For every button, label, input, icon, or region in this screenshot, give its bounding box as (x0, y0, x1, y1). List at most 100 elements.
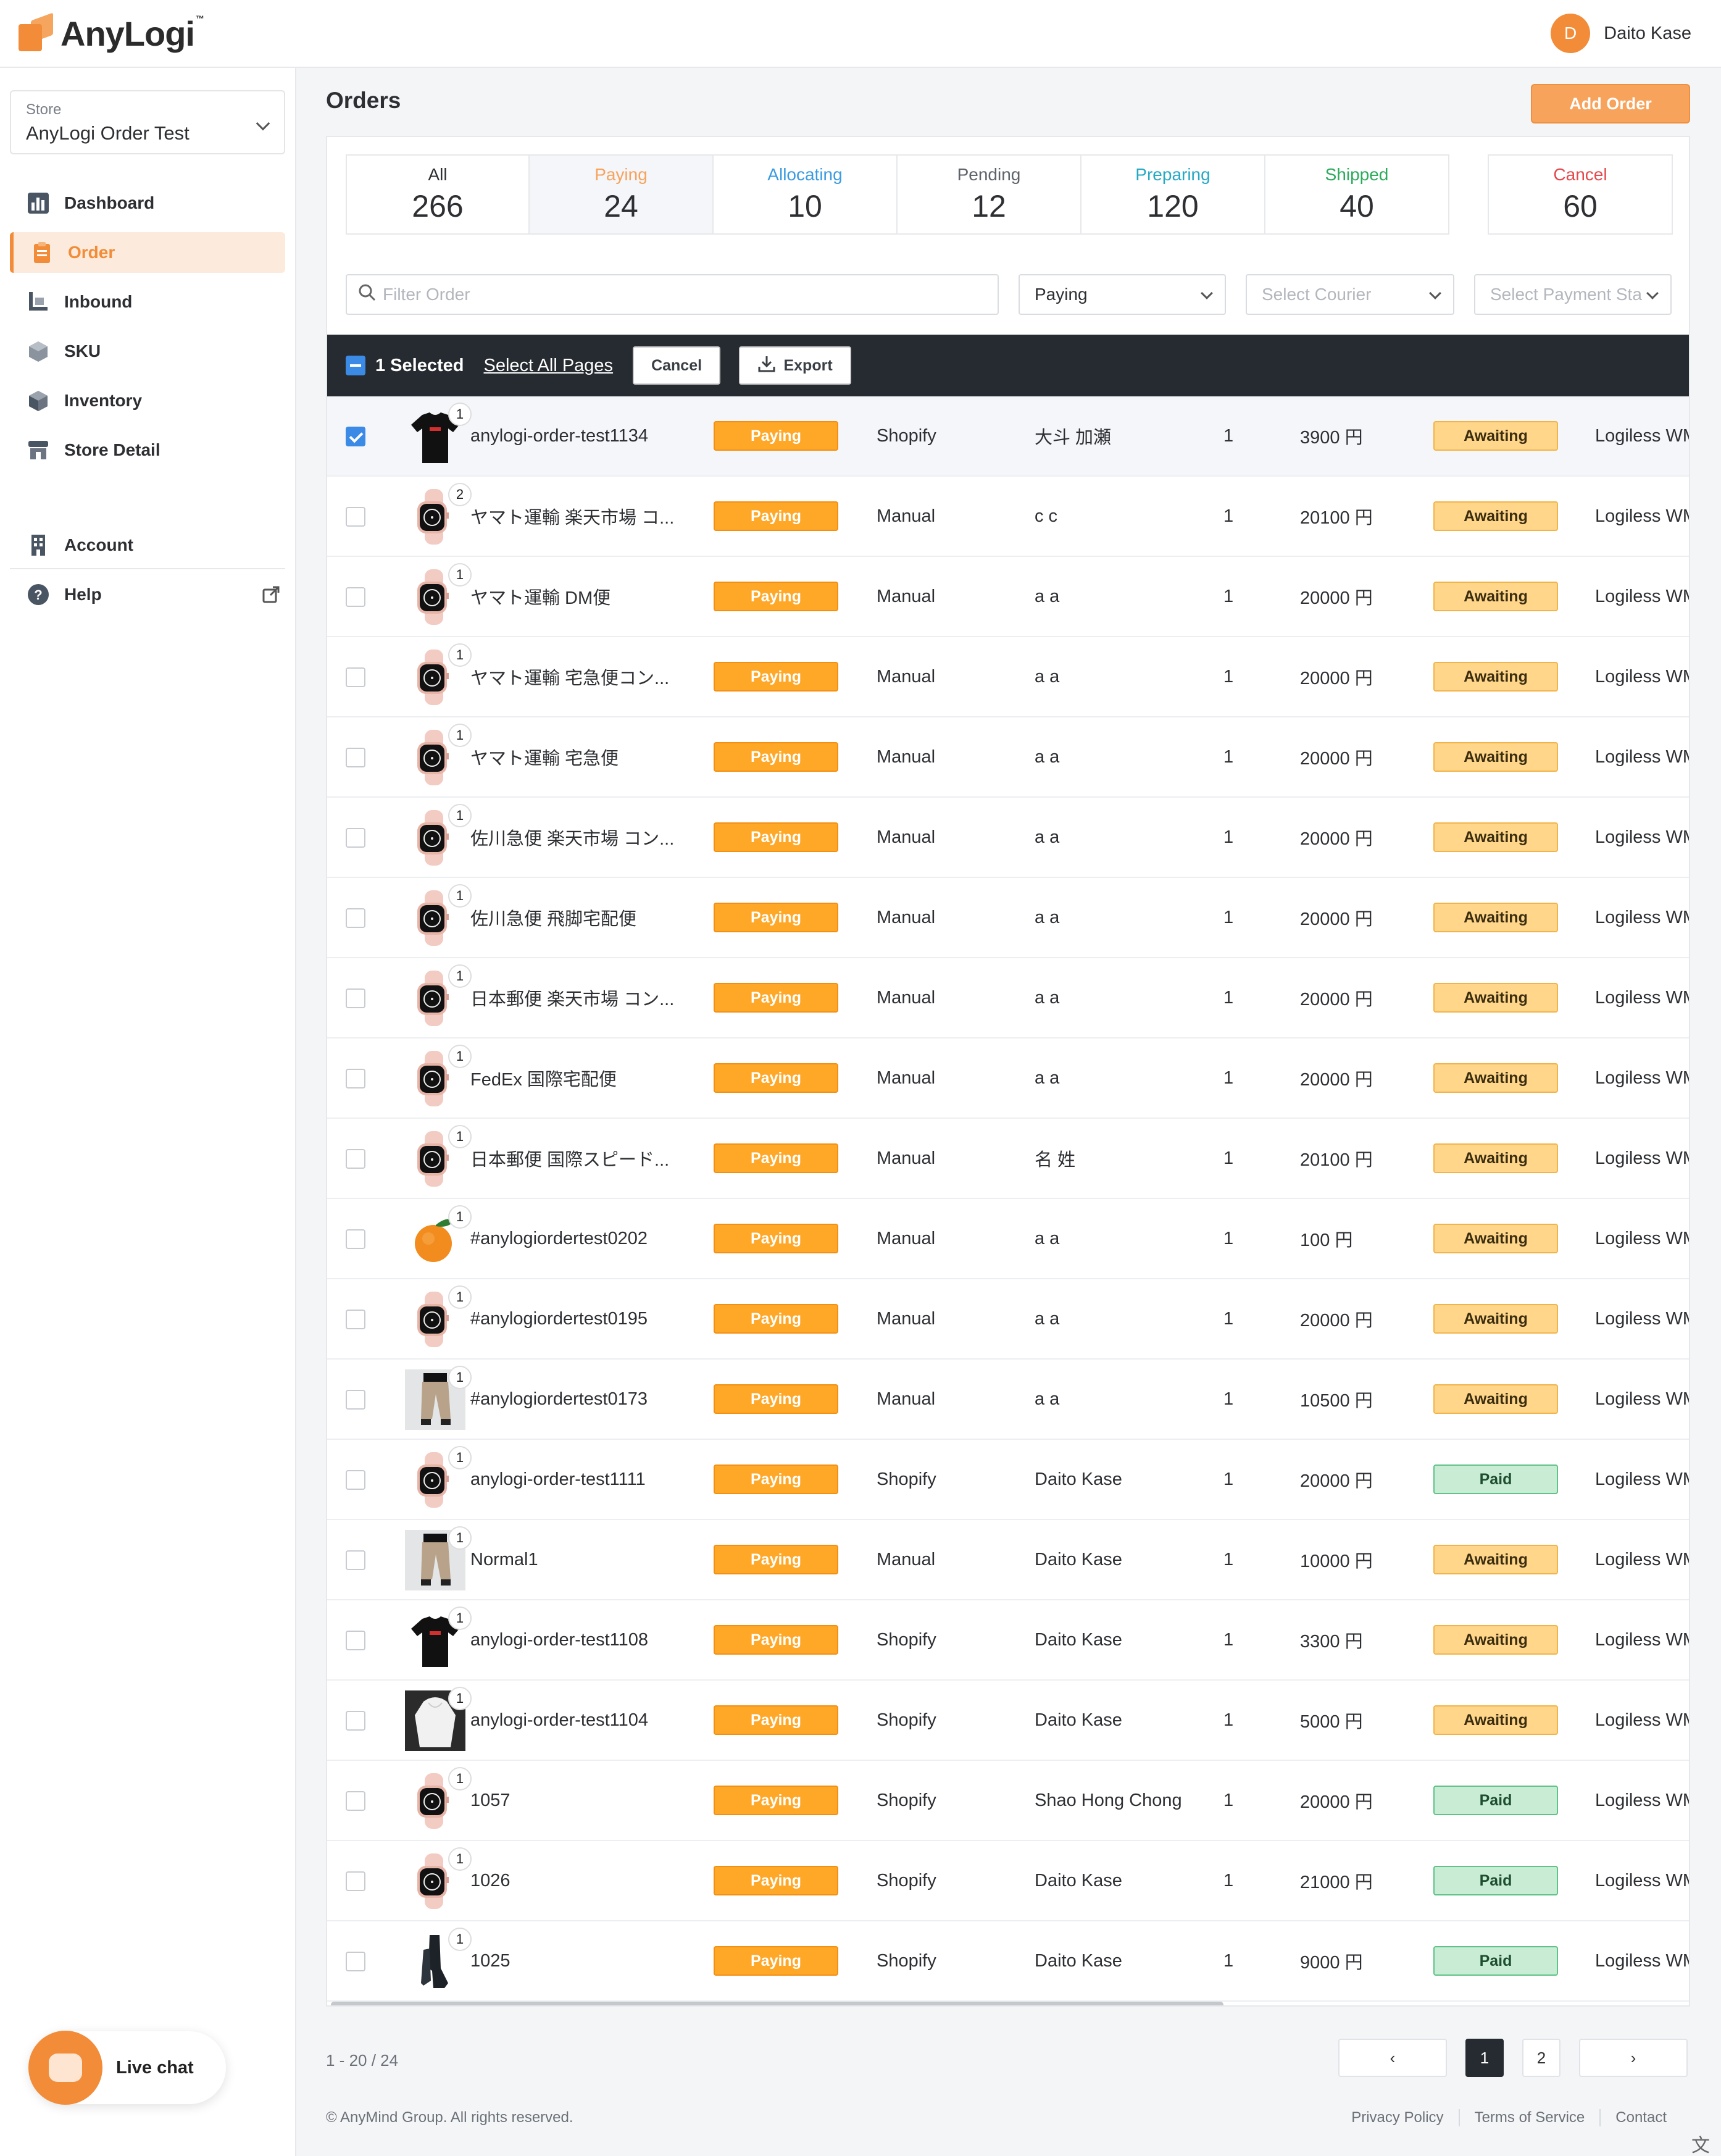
tab-preparing[interactable]: Preparing 120 (1081, 154, 1265, 235)
order-id-link[interactable]: ヤマト運輸 DM便 (470, 588, 611, 608)
table-row[interactable]: 1 日本郵便 楽天市場 コン... Paying Manual a a 1 20000 円 A… (327, 958, 1689, 1038)
sidebar-item-inventory[interactable]: Inventory (10, 380, 285, 421)
tab-shipped[interactable]: Shipped 40 (1265, 154, 1449, 235)
sidebar-item-order[interactable]: Order (10, 232, 285, 273)
search-input[interactable]: Filter Order (346, 274, 999, 315)
row-checkbox[interactable] (346, 427, 365, 446)
row-checkbox[interactable] (346, 1390, 365, 1410)
row-checkbox[interactable] (346, 1631, 365, 1650)
contact-link[interactable]: Contact (1599, 2109, 1681, 2126)
table-row[interactable]: 1 anylogi-order-test1108 Paying Shopify Dait… (327, 1600, 1689, 1681)
order-id-link[interactable]: FedEx 国際宅配便 (470, 1070, 617, 1090)
select-all-pages-link[interactable]: Select All Pages (483, 355, 614, 375)
row-checkbox[interactable] (346, 1871, 365, 1891)
tab-pending[interactable]: Pending 12 (898, 154, 1081, 235)
tab-all[interactable]: All 266 (346, 154, 530, 235)
order-id-link[interactable]: 佐川急便 飛脚宅配便 (470, 909, 637, 929)
order-id-link[interactable]: Normal1 (470, 1549, 538, 1569)
tab-paying[interactable]: Paying 24 (530, 154, 714, 235)
row-checkbox[interactable] (346, 988, 365, 1008)
order-id-link[interactable]: 1025 (470, 1950, 510, 1971)
user-menu[interactable]: D Daito Kase (1551, 14, 1691, 53)
order-id-link[interactable]: 1026 (470, 1870, 510, 1891)
table-row[interactable]: 1 FedEx 国際宅配便 Paying Manual a a 1 20000 円 Await… (327, 1038, 1689, 1119)
order-id-link[interactable]: anylogi-order-test1108 (470, 1629, 649, 1650)
select-all-checkbox[interactable] (346, 356, 365, 375)
row-checkbox[interactable] (346, 1149, 365, 1169)
table-row[interactable]: 1 anylogi-order-test1134 Paying Shopify 大斗 加… (327, 396, 1689, 477)
courier-select[interactable]: Select Courier (1246, 274, 1454, 315)
table-row[interactable]: 1 anylogi-order-test1104 Paying Shopify Dait… (327, 1681, 1689, 1761)
sidebar-item-inbound[interactable]: Inbound (10, 282, 285, 322)
row-checkbox[interactable] (346, 1470, 365, 1490)
table-row[interactable]: 1 1025 Paying Shopify Daito Kase 1 9000 円 Paid L… (327, 1921, 1689, 2002)
row-checkbox[interactable] (346, 667, 365, 687)
next-page-button[interactable]: › (1579, 2039, 1688, 2077)
sidebar-item-store-detail[interactable]: Store Detail (10, 430, 285, 470)
row-checkbox[interactable] (346, 908, 365, 928)
table-row[interactable]: 1 ヤマト運輸 DM便 Paying Manual a a 1 20000 円 Awaitin… (327, 557, 1689, 637)
add-order-button[interactable]: Add Order (1531, 84, 1690, 123)
order-id-link[interactable]: 日本郵便 楽天市場 コン... (470, 990, 675, 1009)
row-checkbox[interactable] (346, 1229, 365, 1249)
sidebar-item-dashboard[interactable]: Dashboard (10, 183, 285, 224)
order-id-link[interactable]: anylogi-order-test1104 (470, 1710, 649, 1730)
table-row[interactable]: 2 ヤマト運輸 楽天市場 コ... Paying Manual c c 1 20100 円 A… (327, 477, 1689, 557)
tab-allocating[interactable]: Allocating 10 (714, 154, 898, 235)
order-id-link[interactable]: anylogi-order-test1134 (470, 425, 649, 446)
order-id-link[interactable]: ヤマト運輸 宅急便コン... (470, 669, 670, 688)
row-checkbox[interactable] (346, 507, 365, 527)
page-2-button[interactable]: 2 (1522, 2039, 1561, 2077)
table-row[interactable]: 1 ヤマト運輸 宅急便コン... Paying Manual a a 1 20000 円 Aw… (327, 637, 1689, 717)
anylogi-logo[interactable]: AnyLogi ™ (19, 12, 204, 54)
sidebar-item-sku[interactable]: SKU (10, 331, 285, 372)
row-checkbox[interactable] (346, 1711, 365, 1731)
table-row[interactable]: 1 #anylogiordertest0202 Paying Manual a a 1 10… (327, 1199, 1689, 1279)
tab-cancel[interactable]: Cancel 60 (1488, 154, 1673, 235)
order-id-link[interactable]: #anylogiordertest0195 (470, 1308, 648, 1329)
export-button[interactable]: Export (739, 346, 852, 385)
order-id-link[interactable]: 日本郵便 国際スピード... (470, 1150, 670, 1170)
order-id-link[interactable]: 1057 (470, 1790, 510, 1810)
cancel-button[interactable]: Cancel (633, 346, 721, 385)
table-row[interactable]: 1 日本郵便 国際スピード... Paying Manual 名 姓 1 20100 円 Aw… (327, 1119, 1689, 1199)
store-select[interactable]: Store AnyLogi Order Test (10, 90, 285, 154)
row-checkbox[interactable] (346, 587, 365, 607)
row-checkbox[interactable] (346, 1069, 365, 1088)
payment-status-select[interactable]: Select Payment Sta (1474, 274, 1672, 315)
order-id-link[interactable]: #anylogiordertest0202 (470, 1228, 648, 1248)
live-chat-button[interactable]: Live chat (28, 2031, 226, 2105)
horizontal-scrollbar[interactable] (331, 2002, 1223, 2005)
table-row[interactable]: 1 佐川急便 飛脚宅配便 Paying Manual a a 1 20000 円 Awaiti… (327, 878, 1689, 958)
order-id-link[interactable]: #anylogiordertest0173 (470, 1389, 648, 1409)
sidebar-item-account[interactable]: Account (10, 525, 285, 566)
avatar[interactable]: D (1551, 14, 1591, 53)
table-row[interactable]: 1 #anylogiordertest0173 Paying Manual a a 1 10… (327, 1360, 1689, 1440)
table-row[interactable]: 1 1057 Paying Shopify Shao Hong Chong 1 20000 … (327, 1761, 1689, 1841)
row-checkbox[interactable] (346, 1952, 365, 1971)
status-select[interactable]: Paying (1019, 274, 1226, 315)
order-id-link[interactable]: ヤマト運輸 宅急便 (470, 749, 619, 769)
order-id-link[interactable]: ヤマト運輸 楽天市場 コ... (470, 508, 675, 528)
table-row[interactable]: 1 ヤマト運輸 宅急便 Paying Manual a a 1 20000 円 Awaitin… (327, 717, 1689, 798)
table-row[interactable]: 1 #anylogiordertest0195 Paying Manual a a 1 20… (327, 1279, 1689, 1360)
order-id-link[interactable]: 佐川急便 楽天市場 コン... (470, 829, 675, 849)
row-checkbox[interactable] (346, 1550, 365, 1570)
privacy-policy-link[interactable]: Privacy Policy (1351, 2109, 1444, 2126)
row-checkbox[interactable] (346, 748, 365, 767)
order-source: Manual (877, 1549, 936, 1569)
row-checkbox[interactable] (346, 1791, 365, 1811)
terms-of-service-link[interactable]: Terms of Service (1458, 2109, 1600, 2126)
user-name[interactable]: Daito Kase (1604, 23, 1691, 43)
row-checkbox[interactable] (346, 828, 365, 848)
order-id-link[interactable]: anylogi-order-test1111 (470, 1469, 646, 1489)
table-row[interactable]: 1 anylogi-order-test1111 Paying Shopify Dait… (327, 1440, 1689, 1520)
table-row[interactable]: 1 Normal1 Paying Manual Daito Kase 1 10000 円 Aw… (327, 1520, 1689, 1600)
translate-icon[interactable]: 文A (1691, 2136, 1710, 2156)
sidebar-item-help[interactable]: ? Help (10, 574, 285, 615)
row-checkbox[interactable] (346, 1310, 365, 1329)
table-row[interactable]: 1 1026 Paying Shopify Daito Kase 1 21000 円 Paid… (327, 1841, 1689, 1921)
page-1-button[interactable]: 1 (1465, 2039, 1504, 2077)
prev-page-button[interactable]: ‹ (1338, 2039, 1447, 2077)
